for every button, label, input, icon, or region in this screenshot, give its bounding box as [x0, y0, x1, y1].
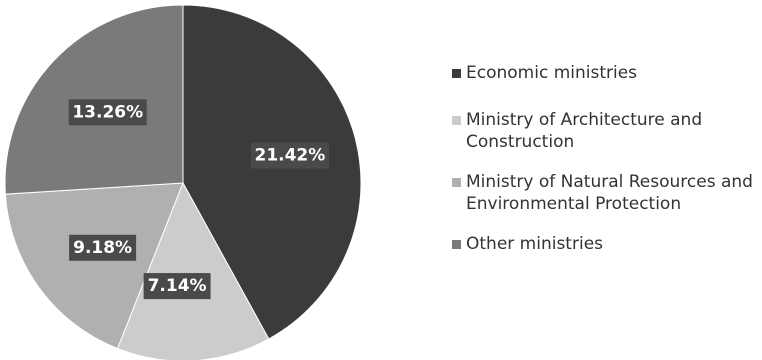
- data-label-box: [69, 234, 137, 261]
- data-label-text: 13.26%: [72, 102, 143, 122]
- data-label-box: [68, 99, 147, 126]
- legend-swatch: [452, 116, 461, 125]
- legend-swatch: [452, 69, 461, 78]
- data-label: 21.42%: [250, 142, 329, 169]
- data-label-text: 21.42%: [254, 146, 325, 166]
- data-label: 9.18%: [69, 234, 137, 261]
- legend-swatch: [452, 178, 461, 187]
- pie-slice: [116, 181, 270, 360]
- legend-label: Ministry of Architecture and Constructio…: [466, 110, 703, 152]
- pie-data-labels: 21.42% 7.14% 9.18% 13.26%: [68, 99, 329, 300]
- chart-legend: Economic ministries Ministry of Architec…: [452, 62, 758, 255]
- data-label: 7.14%: [143, 273, 211, 300]
- pie-slices: [4, 4, 362, 360]
- data-label-box: [250, 142, 329, 169]
- legend-label: Other ministries: [466, 234, 604, 254]
- data-label-box: [143, 273, 211, 300]
- pie-slice: [182, 4, 362, 340]
- legend-swatch: [452, 240, 461, 249]
- data-label-text: 7.14%: [148, 276, 207, 296]
- data-label: 13.26%: [68, 99, 147, 126]
- legend-label: Ministry of Natural Resources and Enviro…: [466, 172, 753, 214]
- data-label-text: 9.18%: [73, 238, 132, 258]
- legend-item-economic-ministries: Economic ministries: [452, 62, 758, 84]
- legend-item-other-ministries: Other ministries: [452, 233, 758, 255]
- legend-item-natural-resources: Ministry of Natural Resources and Enviro…: [452, 171, 758, 215]
- legend-label: Economic ministries: [466, 63, 638, 83]
- legend-item-architecture-construction: Ministry of Architecture and Constructio…: [452, 109, 746, 153]
- pie-slice: [4, 182, 184, 350]
